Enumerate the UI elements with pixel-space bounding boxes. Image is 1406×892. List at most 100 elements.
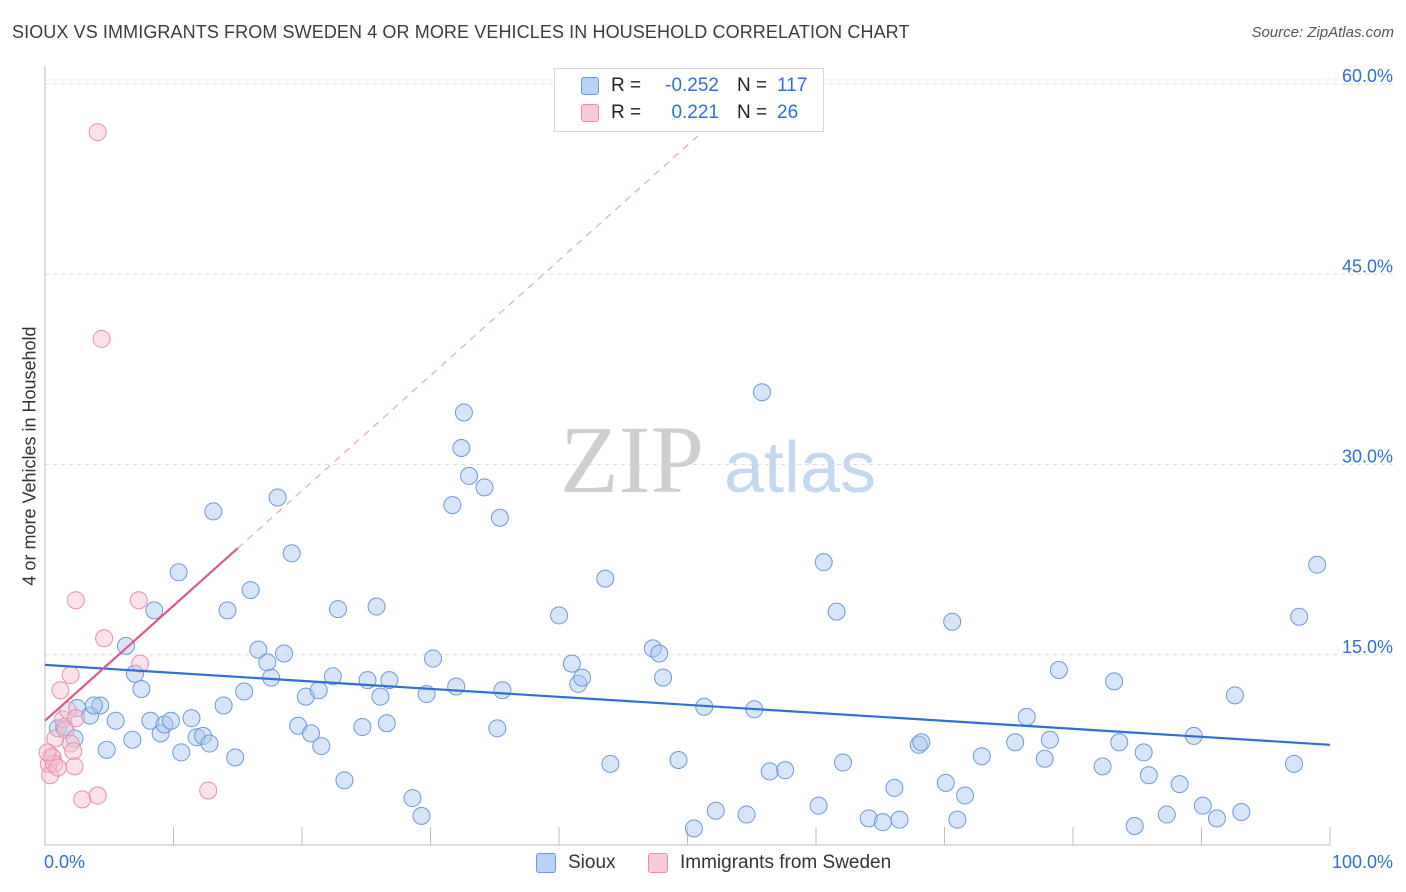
r-value: -0.252	[665, 75, 719, 96]
sweden-point	[88, 786, 107, 805]
sioux-point	[91, 696, 110, 715]
sioux-point	[1017, 707, 1036, 726]
sioux-point	[204, 502, 223, 521]
sioux-point	[654, 668, 673, 687]
sioux-point	[859, 809, 878, 828]
sweden-point	[73, 790, 92, 809]
sioux-point	[1093, 757, 1112, 776]
sweden-trend-extension	[237, 110, 727, 549]
sioux-point	[873, 813, 892, 832]
sioux-point	[909, 735, 928, 754]
axes	[44, 66, 1331, 846]
sioux-legend-swatch	[536, 853, 556, 873]
sioux-point	[890, 810, 909, 829]
n-value: 117	[777, 75, 808, 96]
sioux-point	[424, 649, 443, 668]
sioux-point	[1105, 672, 1124, 691]
sioux-point	[1290, 607, 1309, 626]
sioux-point	[141, 711, 160, 730]
sioux-legend-label: Sioux	[568, 852, 616, 873]
sioux-point	[161, 711, 180, 730]
sioux-point	[669, 751, 688, 770]
legend-item-sweden[interactable]: Immigrants from Sweden	[648, 852, 891, 874]
sioux-point	[1170, 775, 1189, 794]
sioux-point	[380, 671, 399, 690]
sioux-point	[412, 806, 431, 825]
sweden-trend-line	[44, 547, 239, 722]
sioux-point	[493, 681, 512, 700]
sioux-point	[1285, 754, 1304, 773]
sioux-point	[403, 789, 422, 808]
r-label: R =	[611, 75, 642, 96]
sioux-point	[684, 819, 703, 838]
sioux-point	[956, 786, 975, 805]
sioux-point	[226, 748, 245, 767]
sweden-point	[43, 748, 62, 767]
sioux-point	[235, 682, 254, 701]
sioux-point	[145, 601, 164, 620]
sweden-point	[41, 766, 60, 785]
sioux-point	[650, 644, 669, 663]
watermark-atlas: atlas	[724, 428, 876, 508]
sioux-point	[309, 681, 328, 700]
y-tick-label: 15.0%	[1342, 637, 1393, 657]
trend-lines	[44, 110, 1331, 746]
sioux-point	[353, 718, 372, 737]
sioux-point	[827, 602, 846, 621]
sioux-point	[218, 601, 237, 620]
y-tick-label: 60.0%	[1342, 66, 1393, 86]
sioux-point	[48, 719, 67, 738]
sioux-point	[1308, 555, 1327, 574]
sioux-point	[454, 403, 473, 422]
sioux-point	[833, 753, 852, 772]
sioux-point	[377, 714, 396, 733]
sioux-point	[460, 466, 479, 485]
sweden-legend-label: Immigrants from Sweden	[680, 852, 892, 873]
r-value: 0.221	[671, 102, 719, 123]
source-note: Source: ZipAtlas.com	[1251, 24, 1394, 41]
sweden-point	[95, 629, 114, 648]
sioux-point	[1040, 730, 1059, 749]
n-value: 26	[777, 102, 799, 123]
n-label: N =	[737, 102, 768, 123]
sioux-point	[151, 724, 170, 743]
sweden-point	[59, 701, 78, 720]
legend-item-sioux[interactable]: Sioux	[536, 852, 616, 874]
sioux-point	[1139, 766, 1158, 785]
sioux-point	[182, 709, 201, 728]
watermark-zip: ZIP	[560, 406, 704, 513]
sweden-point	[129, 591, 148, 610]
sioux-point	[301, 724, 320, 743]
x-tick-min: 0.0%	[44, 852, 86, 872]
legend-row-sweden: R = 0.221 N = 26	[581, 100, 811, 126]
sioux-point	[169, 563, 188, 582]
sioux-point	[323, 667, 342, 686]
sioux-point	[601, 754, 620, 773]
r-label: R =	[611, 102, 642, 123]
grid-lines	[45, 79, 1395, 656]
legend-row-sioux: R = -0.252 N = 117	[581, 73, 811, 99]
sioux-point	[550, 606, 568, 625]
sioux-point	[452, 439, 471, 458]
sioux-point	[200, 734, 219, 753]
sioux-point	[132, 679, 151, 698]
sioux-point	[312, 737, 331, 756]
sioux-point	[596, 569, 615, 588]
sioux-point	[268, 488, 287, 507]
sioux-point	[116, 636, 135, 655]
x-tick-max: 100.0%	[1331, 852, 1393, 872]
sweden-point	[64, 742, 83, 761]
sioux-point	[972, 747, 991, 766]
sioux-point	[1134, 743, 1153, 762]
y-axis-label: 4 or more Vehicles in Household	[19, 326, 40, 586]
y-tick-label: 45.0%	[1342, 256, 1393, 276]
sioux-point	[367, 597, 386, 616]
sioux-point	[948, 810, 967, 829]
sioux-point	[249, 640, 268, 659]
sioux-point	[97, 740, 116, 759]
sioux-point	[809, 796, 828, 815]
sweden-legend-swatch	[648, 853, 668, 873]
sioux-point	[282, 544, 301, 563]
sioux-point	[760, 762, 779, 781]
sioux-point	[1207, 809, 1226, 828]
